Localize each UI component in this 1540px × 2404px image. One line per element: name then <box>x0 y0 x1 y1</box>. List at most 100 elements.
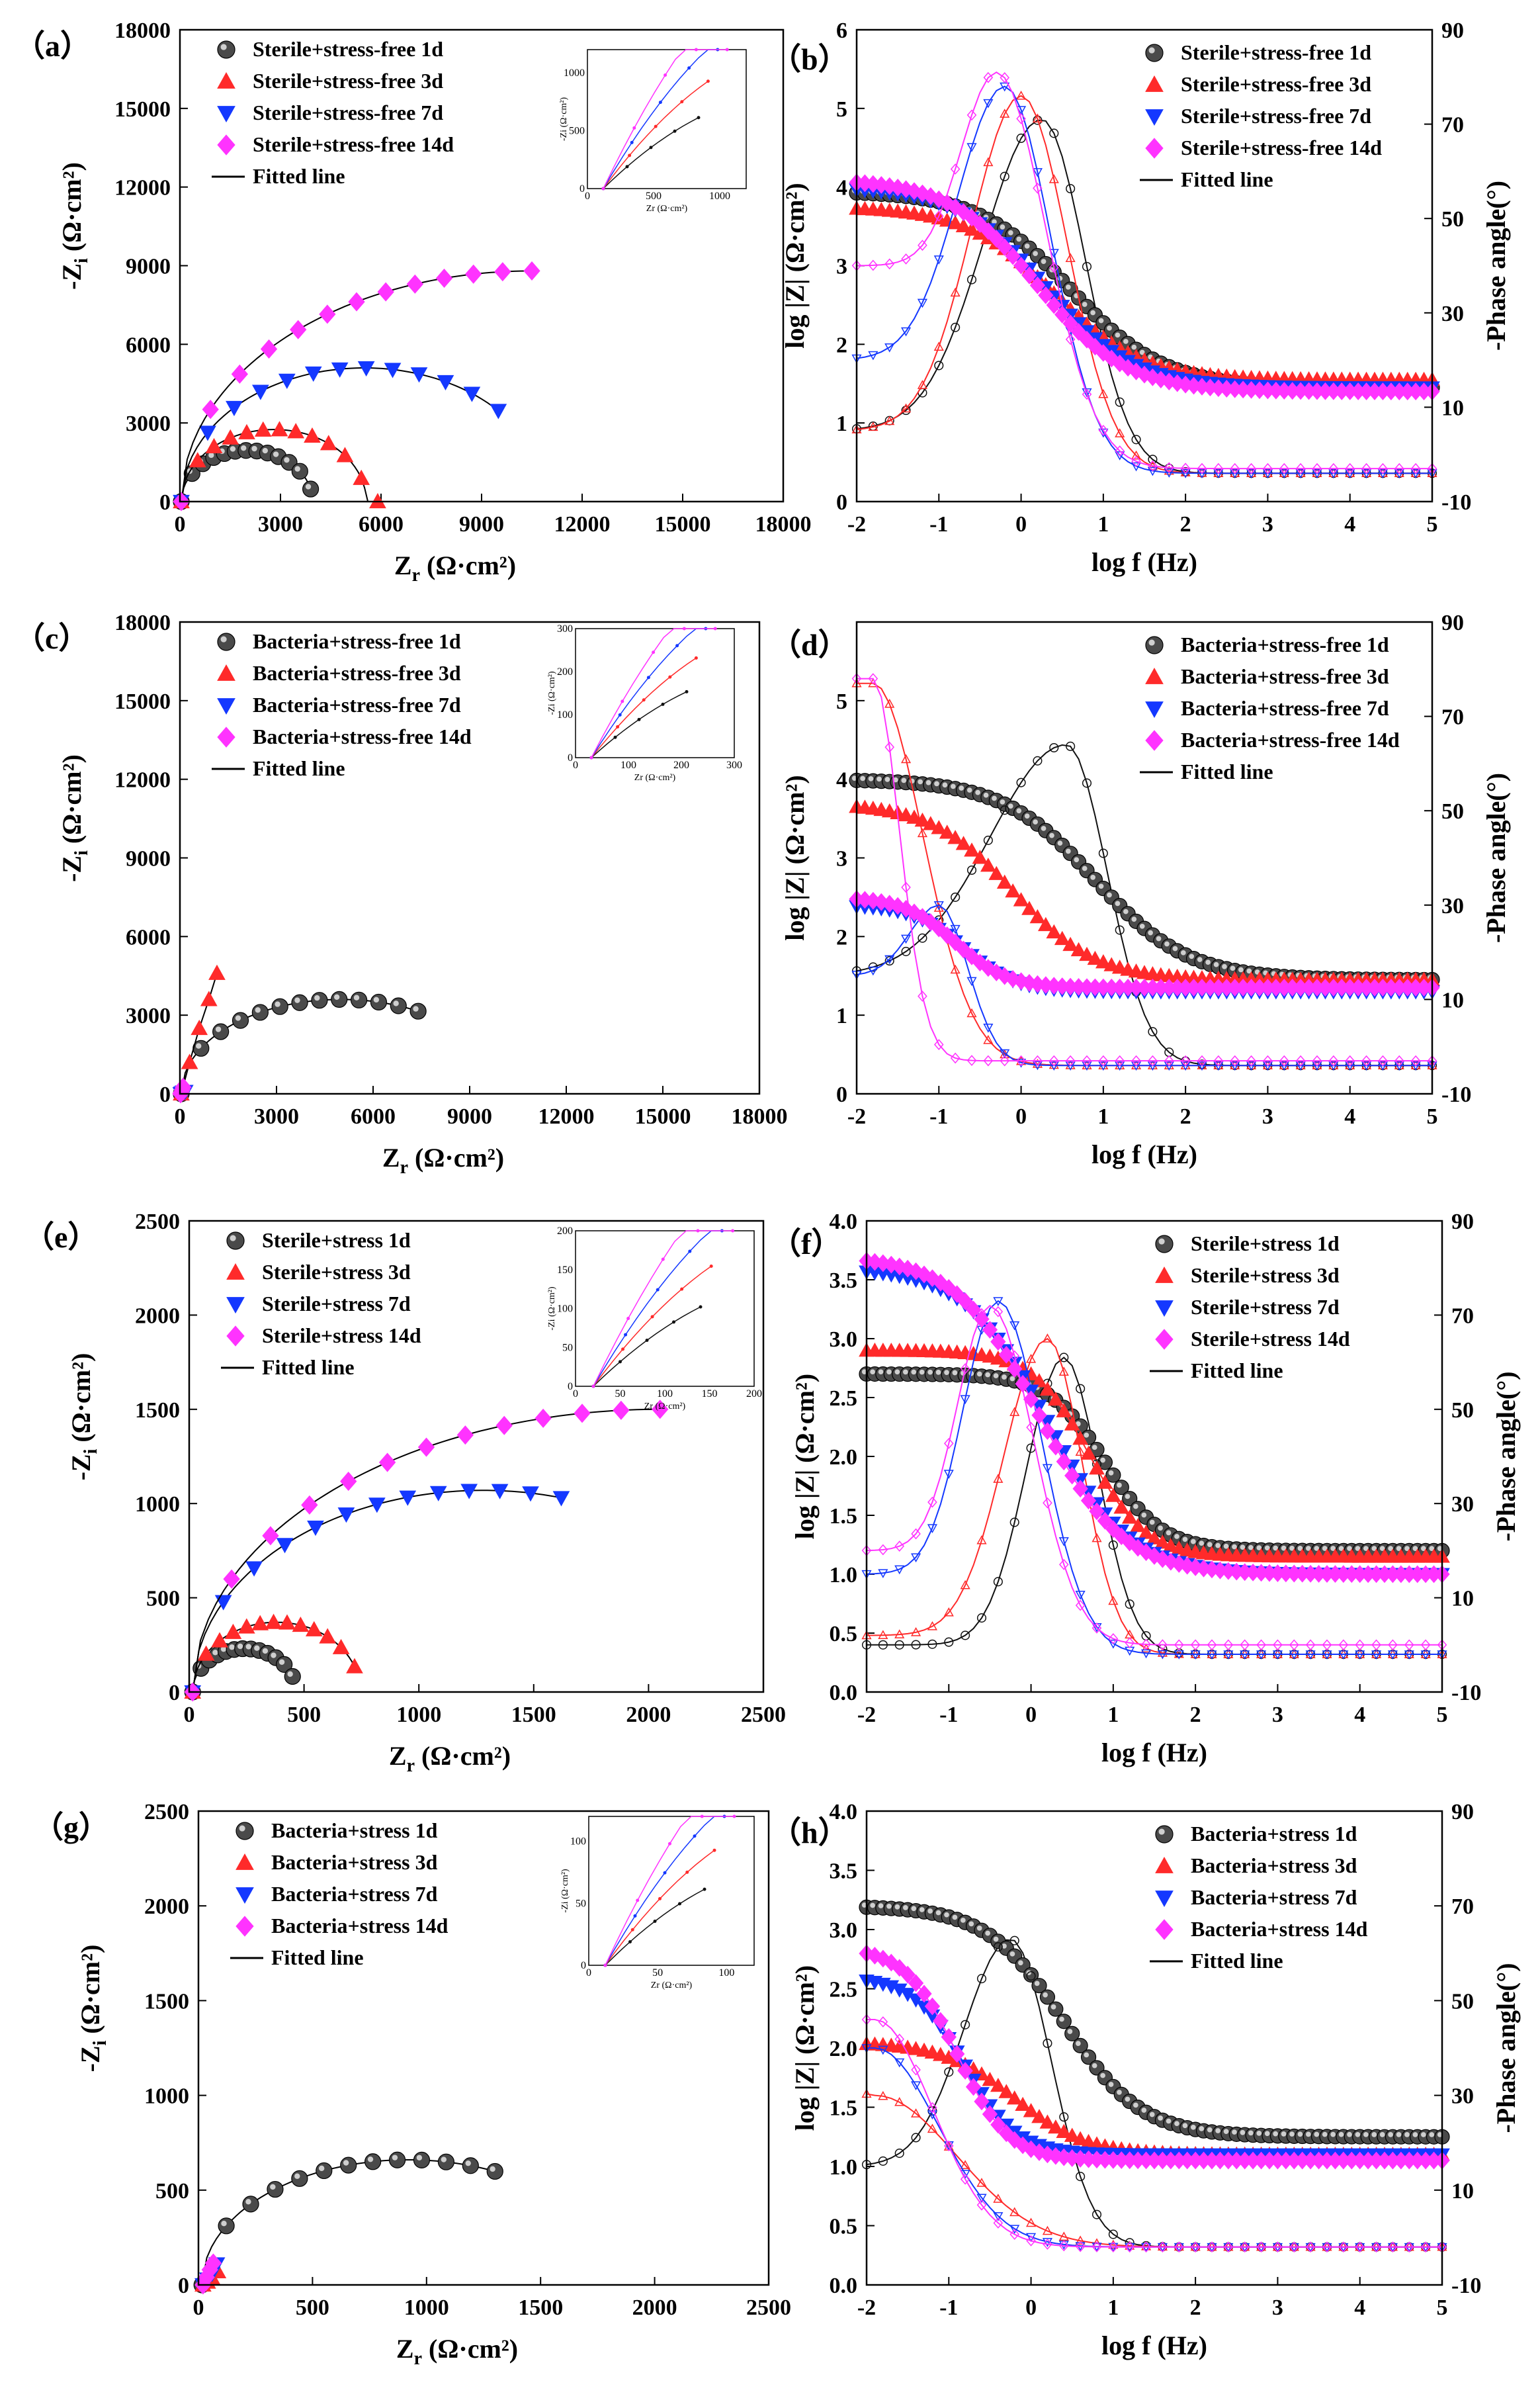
phase-point-2 <box>1075 2235 1086 2245</box>
data-point-4 <box>377 282 394 302</box>
inset-x-tick: 300 <box>726 760 742 771</box>
inset-point-4 <box>713 627 717 631</box>
data-point-4 <box>348 292 365 312</box>
marker-highlight <box>1314 1546 1320 1551</box>
y-axis-label: -Zi (Ω·cm²) <box>75 1945 110 2072</box>
marker-highlight <box>1404 2132 1410 2137</box>
modulus-point-4 <box>988 230 1004 248</box>
phase-point-4 <box>1174 2241 1184 2253</box>
modulus-point-2 <box>1113 1499 1130 1514</box>
phase-point-3 <box>900 934 912 944</box>
legend-entry-2: Bacteria+stress-free 3d <box>253 661 461 685</box>
phase-point-3 <box>1404 1650 1414 1660</box>
modulus-point-2 <box>1163 1538 1179 1552</box>
data-point-2 <box>224 1623 242 1639</box>
marker-body <box>1145 636 1164 654</box>
phase-point-4 <box>1305 2241 1316 2253</box>
marker-highlight <box>1090 875 1095 880</box>
modulus-point-2 <box>980 858 996 872</box>
data-point-2 <box>287 423 305 439</box>
inset-x-label: Zr (Ω·cm²) <box>646 204 688 214</box>
data-point-1 <box>276 1656 293 1673</box>
y-tick-label: 2500 <box>135 1210 180 1234</box>
modulus-point-2 <box>1105 1488 1121 1502</box>
y2-tick-label: 70 <box>1451 1894 1474 1919</box>
phase-point-3 <box>927 1524 938 1534</box>
inset-y-tick: 50 <box>576 1898 586 1909</box>
modulus-point-4 <box>883 1953 899 1972</box>
modulus-point-4 <box>1015 2136 1031 2155</box>
inset-y-label: -Zi (Ω·cm²) <box>560 1869 570 1913</box>
phase-point-1 <box>1066 184 1076 194</box>
marker-highlight <box>215 1026 222 1032</box>
phase-point-3 <box>884 343 895 353</box>
marker-highlight <box>1429 1546 1435 1551</box>
y-tick-label: 1 <box>836 1004 847 1028</box>
phase-point-4 <box>1256 1639 1266 1651</box>
data-point-3 <box>357 361 375 377</box>
legend-marker-1 <box>1155 1825 1174 1844</box>
phase-point-3 <box>878 1569 888 1579</box>
phase-point-3 <box>1345 1061 1355 1071</box>
phase-point-3 <box>1197 1061 1207 1071</box>
panel-label-c: （c） <box>15 621 89 655</box>
marker-highlight <box>1166 2118 1172 2124</box>
legend-entry-3: Bacteria+stress-free 7d <box>1181 696 1389 720</box>
phase-point-3 <box>976 2194 987 2204</box>
y-axis-label: log |Z| (Ω·cm²) <box>790 1965 820 2131</box>
modulus-fit-1 <box>866 1906 1442 2138</box>
marker-highlight <box>1355 1546 1361 1551</box>
phase-point-3 <box>1361 469 1372 479</box>
modulus-point-1 <box>1031 1978 1047 1994</box>
modulus-point-4 <box>933 2012 949 2030</box>
inset-point-1 <box>678 1902 681 1906</box>
marker-body <box>1145 44 1164 62</box>
marker-highlight <box>1240 2129 1246 2135</box>
marker-highlight <box>208 452 214 459</box>
y2-tick-label: 10 <box>1451 1587 1474 1611</box>
phase-point-4 <box>1355 1639 1365 1651</box>
marker-highlight <box>919 1907 925 1912</box>
phase-point-3 <box>868 966 878 976</box>
phase-point-4 <box>960 2173 970 2185</box>
phase-point-1 <box>993 1577 1003 1587</box>
y-tick-label: 3.5 <box>830 1859 858 1884</box>
marker-highlight <box>968 1921 974 1927</box>
marker-highlight <box>1246 968 1252 974</box>
data-point-4 <box>231 364 249 384</box>
panel-label-f: （f） <box>771 1227 841 1261</box>
modulus-point-1 <box>1072 2037 1088 2054</box>
inset-point-3 <box>658 101 662 105</box>
legend-entry-1: Sterile+stress 1d <box>262 1228 411 1252</box>
inset-point-1 <box>613 735 617 739</box>
phase-point-4 <box>927 2102 937 2114</box>
marker-highlight <box>220 1646 227 1652</box>
modulus-point-4 <box>1146 1547 1162 1565</box>
y-tick-label: 0.5 <box>830 1622 858 1646</box>
modulus-point-1 <box>1080 2049 1097 2065</box>
marker-highlight <box>1117 1482 1122 1488</box>
phase-point-4 <box>1016 1055 1026 1067</box>
phase-point-2 <box>1032 113 1043 123</box>
x-tick-label: 1 <box>1107 1703 1119 1727</box>
x-tick-label: 0 <box>175 512 186 537</box>
phase-point-3 <box>1312 469 1322 479</box>
modulus-point-4 <box>939 194 955 212</box>
x-tick-label: 1000 <box>396 1703 441 1727</box>
phase-point-4 <box>1263 1055 1273 1067</box>
phase-point-3 <box>1009 1321 1020 1331</box>
phase-point-3 <box>900 327 912 337</box>
marker-highlight <box>1017 1960 1023 1966</box>
modulus-point-4 <box>1013 256 1029 275</box>
phase-point-3 <box>910 1553 921 1563</box>
marker-highlight <box>343 2160 349 2166</box>
phase-point-1 <box>918 933 927 943</box>
marker-body <box>217 40 235 59</box>
marker-body <box>437 2153 454 2170</box>
phase-point-4 <box>1158 2241 1168 2253</box>
phase-point-4 <box>1295 1055 1306 1067</box>
phase-point-2 <box>1025 2217 1037 2227</box>
phase-point-3 <box>1371 1650 1382 1660</box>
phase-point-1 <box>1098 848 1108 858</box>
marker-body <box>242 2196 259 2213</box>
